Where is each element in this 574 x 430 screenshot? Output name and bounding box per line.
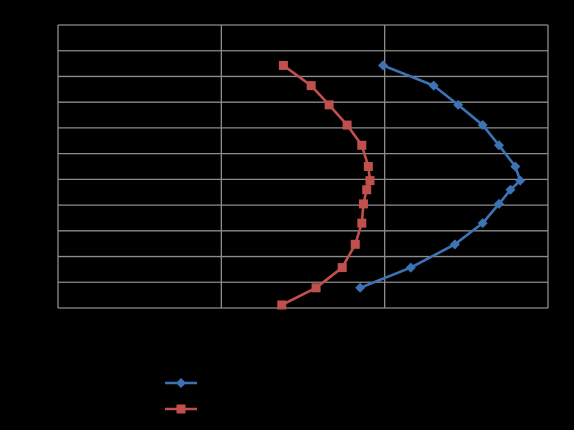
series-2-point bbox=[311, 283, 321, 293]
series-2-point bbox=[306, 81, 316, 91]
series-1-point bbox=[515, 175, 526, 186]
series-2-point bbox=[350, 239, 360, 249]
series-2-point bbox=[324, 100, 334, 110]
series-2-point bbox=[337, 263, 347, 273]
series-2-point bbox=[277, 300, 287, 310]
series-1-point bbox=[378, 60, 389, 71]
series-2-point bbox=[278, 60, 288, 70]
series-1-point bbox=[510, 161, 521, 172]
series-2-point bbox=[342, 120, 352, 130]
series-1-point bbox=[505, 184, 516, 195]
series-2-point bbox=[362, 185, 372, 195]
series-1-point bbox=[355, 282, 366, 293]
series-2-point bbox=[365, 176, 375, 186]
series-1-point bbox=[453, 99, 464, 110]
series-2-point bbox=[357, 140, 367, 150]
series-1-point bbox=[494, 198, 504, 209]
series-1-point bbox=[428, 80, 439, 91]
series-1-point bbox=[477, 218, 488, 229]
series-2-point bbox=[357, 218, 367, 228]
legend-marker-series-1 bbox=[176, 378, 186, 388]
series-1-point bbox=[494, 140, 504, 151]
series-1-point bbox=[405, 262, 416, 273]
series-2-point bbox=[358, 199, 368, 209]
series-1-point bbox=[477, 120, 488, 131]
series-1-point bbox=[449, 239, 460, 250]
series-2-point bbox=[363, 162, 373, 171]
legend-marker-series-2 bbox=[176, 404, 186, 414]
